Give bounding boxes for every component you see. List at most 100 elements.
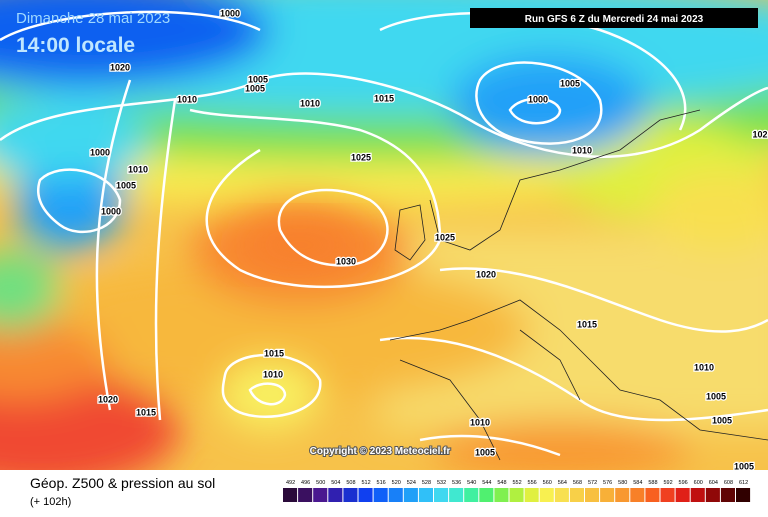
colorbar-label: 516 — [377, 480, 386, 486]
forecast-time: 14:00 locale — [16, 34, 135, 57]
colorbar-label: 592 — [663, 480, 672, 486]
isobar-label: 1005 — [706, 391, 726, 401]
colorbar-swatch — [388, 488, 403, 502]
colorbar-swatch — [358, 488, 373, 502]
colorbar-swatch — [675, 488, 690, 502]
isobar-label: 1010 — [300, 98, 320, 108]
colorbar-label: 576 — [603, 480, 612, 486]
coastlines — [389, 109, 768, 461]
colorbar-label: 532 — [437, 480, 446, 486]
isobar-label: 1005 — [734, 461, 754, 471]
isobar-label: 1005 — [475, 447, 495, 457]
colorbar-label: 548 — [497, 480, 506, 486]
colorbar-label: 600 — [694, 480, 703, 486]
colorbar-swatch — [539, 488, 554, 502]
colorbar-label: 552 — [512, 480, 521, 486]
isobar-label: 1030 — [336, 256, 356, 266]
footer-lead: (+ 102h) — [30, 496, 71, 508]
colorbar-label: 608 — [724, 480, 733, 486]
isobar-label: 1005 — [116, 180, 136, 190]
colorbar-label: 504 — [331, 480, 340, 486]
colorbar-swatch — [449, 488, 464, 502]
colorbar-swatch — [720, 488, 735, 502]
colorbar-swatch — [585, 488, 600, 502]
isobar-label: 1005 — [712, 415, 732, 425]
colorbar-label: 580 — [618, 480, 627, 486]
colorbar-swatch — [600, 488, 615, 502]
isobar-label: 1010 — [694, 362, 714, 372]
isobar-label: 1010 — [263, 369, 283, 379]
colorbar-label: 568 — [573, 480, 582, 486]
colorbar-label: 596 — [679, 480, 688, 486]
colorbar-label: 564 — [558, 480, 567, 486]
colorbar-label: 508 — [346, 480, 355, 486]
isobar-label: 1020 — [476, 269, 496, 279]
colorbar-label: 496 — [301, 480, 310, 486]
isobar-label: 1010 — [470, 417, 490, 427]
isobar-label: 1010 — [572, 145, 592, 155]
colorbar-swatch — [615, 488, 630, 502]
colorbar-label: 540 — [467, 480, 476, 486]
colorbar-swatch — [418, 488, 433, 502]
colorbar-label: 604 — [709, 480, 718, 486]
run-info: Run GFS 6 Z du Mercredi 24 mai 2023 — [525, 14, 704, 25]
isobar-label: 1015 — [374, 93, 394, 103]
isobar-label: 1000 — [101, 206, 121, 216]
colorbar-swatch — [690, 488, 705, 502]
colorbar-label: 536 — [452, 480, 461, 486]
colorbar-label: 572 — [588, 480, 597, 486]
colorbar-swatch — [645, 488, 660, 502]
colorbar-swatch — [554, 488, 569, 502]
colorbar-label: 520 — [392, 480, 401, 486]
colorbar-label: 612 — [739, 480, 748, 486]
isobar-label: 1005 — [248, 74, 268, 84]
colorbar-swatch — [298, 488, 313, 502]
geopotential-field — [0, 0, 768, 490]
colorbar-swatch — [736, 488, 751, 502]
colorbar-swatch — [705, 488, 720, 502]
colorbar: 492 496 500 504 508 512 516 520 524 528 532 536 540 5… — [283, 480, 751, 502]
isobar-label: 1020 — [98, 394, 118, 404]
isobar-label: 1010 — [177, 94, 197, 104]
isobar-label: 1005 — [560, 78, 580, 88]
colorbar-swatch — [373, 488, 388, 502]
colorbar-swatch — [343, 488, 358, 502]
isobar-label: 102 — [752, 129, 767, 139]
colorbar-label: 588 — [648, 480, 657, 486]
colorbar-swatch — [524, 488, 539, 502]
isobar-label: 1020 — [110, 62, 130, 72]
colorbar-label: 560 — [543, 480, 552, 486]
colorbar-swatch — [509, 488, 524, 502]
colorbar-label: 492 — [286, 480, 295, 486]
isobar-label: 1025 — [351, 152, 371, 162]
colorbar-swatch — [630, 488, 645, 502]
isobar-label: 1015 — [136, 407, 156, 417]
isobar-label: 1015 — [577, 319, 597, 329]
colorbar-swatch — [494, 488, 509, 502]
colorbar-label: 556 — [528, 480, 537, 486]
colorbar-label: 584 — [633, 480, 642, 486]
colorbar-label: 524 — [407, 480, 416, 486]
isobar-label: 1005 — [245, 83, 265, 93]
colorbar-swatch — [313, 488, 328, 502]
isobar-label: 1010 — [128, 164, 148, 174]
colorbar-swatch — [479, 488, 494, 502]
copyright: Copyright © 2023 Meteociel.fr — [310, 446, 451, 457]
isobar-label: 1000 — [90, 147, 110, 157]
colorbar-label: 528 — [422, 480, 431, 486]
colorbar-swatch — [569, 488, 584, 502]
forecast-date: Dimanche 28 mai 2023 — [16, 10, 170, 27]
colorbar-swatch — [403, 488, 418, 502]
run-box — [470, 8, 758, 28]
colorbar-swatch — [434, 488, 449, 502]
colorbar-swatch — [283, 488, 298, 502]
colorbar-swatch — [328, 488, 343, 502]
colorbar-label: 512 — [361, 480, 370, 486]
colorbar-label: 500 — [316, 480, 325, 486]
colorbar-label: 544 — [482, 480, 491, 486]
isobar-label: 1025 — [435, 232, 455, 242]
isobar-label: 1000 — [220, 8, 240, 18]
colorbar-swatch — [464, 488, 479, 502]
